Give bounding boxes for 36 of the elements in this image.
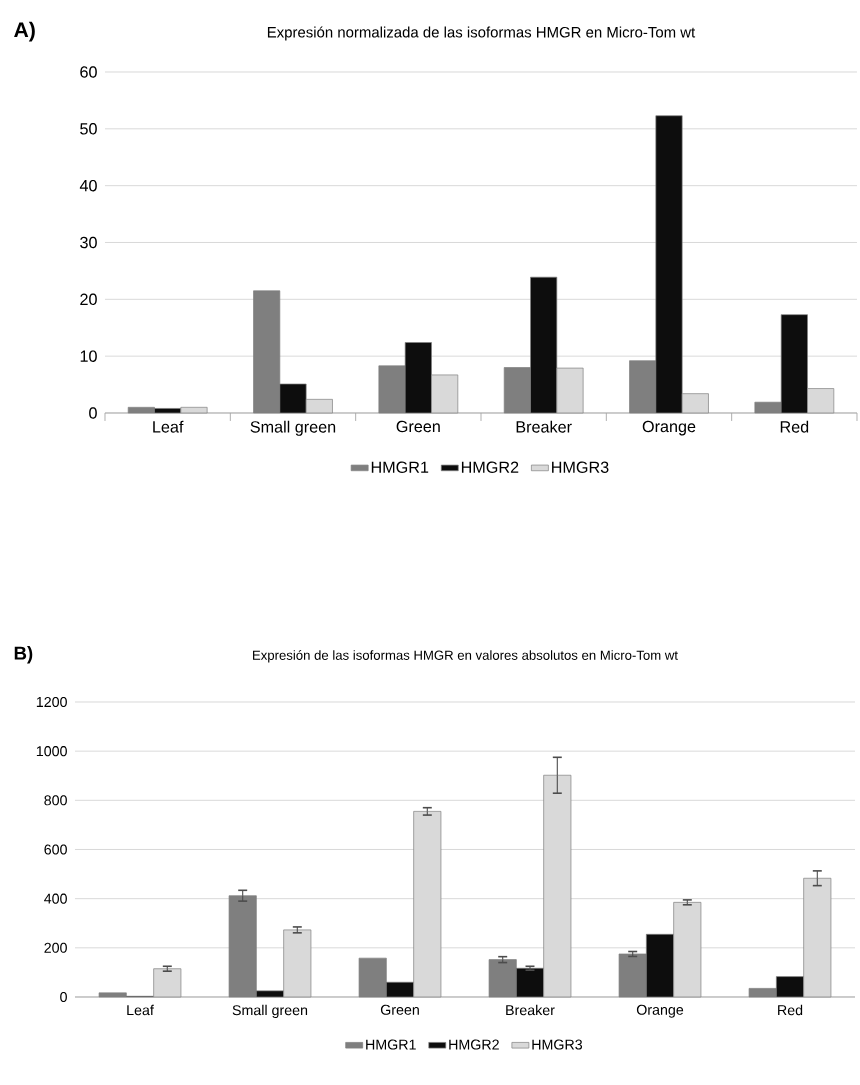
x-tick-label: Small green (250, 420, 336, 436)
x-tick-label: Green (396, 420, 440, 433)
legend-label: HMGR1 (371, 461, 429, 473)
x-tick-label: Red (778, 1004, 803, 1016)
x-tick-label: Leaf (127, 1004, 154, 1016)
y-tick-label: 60 (80, 66, 97, 78)
x-tick-label: Red (780, 420, 809, 433)
y-tick-label: 0 (60, 991, 67, 1003)
y-tick-label: 0 (89, 407, 97, 419)
text: A) (14, 21, 35, 42)
legend-label: HMGR3 (532, 1039, 583, 1050)
legend-label: HMGR1 (366, 1039, 416, 1050)
y-tick-label: 50 (80, 123, 97, 135)
legend-label: HMGR2 (461, 461, 519, 473)
y-tick-label: 20 (80, 293, 97, 306)
y-tick-label: 200 (44, 942, 67, 953)
text: B) (14, 646, 33, 664)
y-tick-label: 1000 (36, 746, 67, 757)
chart-title: Expresión normalizada de las isoformas HMGR en Micro-Tom wt (267, 26, 696, 41)
x-tick-label: Orange (636, 1004, 684, 1018)
chart-title: Expresión de las isoformas HMGR en valores absolutos en Micro-Tom wt (253, 650, 678, 663)
y-tick-label: 30 (80, 236, 97, 249)
y-tick-label: 10 (80, 350, 97, 362)
x-tick-label: Green (380, 1004, 419, 1015)
legend-label: HMGR3 (552, 461, 609, 473)
y-tick-label: 1200 (36, 696, 67, 708)
y-tick-label: 400 (44, 893, 67, 904)
y-tick-label: 800 (44, 795, 67, 806)
x-tick-label: Breaker (516, 420, 572, 433)
y-tick-label: 40 (79, 179, 97, 192)
legend-label: HMGR2 (449, 1039, 499, 1050)
x-tick-label: Orange (642, 420, 696, 436)
x-tick-label: Breaker (506, 1004, 555, 1016)
x-tick-label: Leaf (153, 420, 184, 433)
x-tick-label: Small green (232, 1004, 308, 1019)
y-tick-label: 600 (44, 844, 67, 855)
